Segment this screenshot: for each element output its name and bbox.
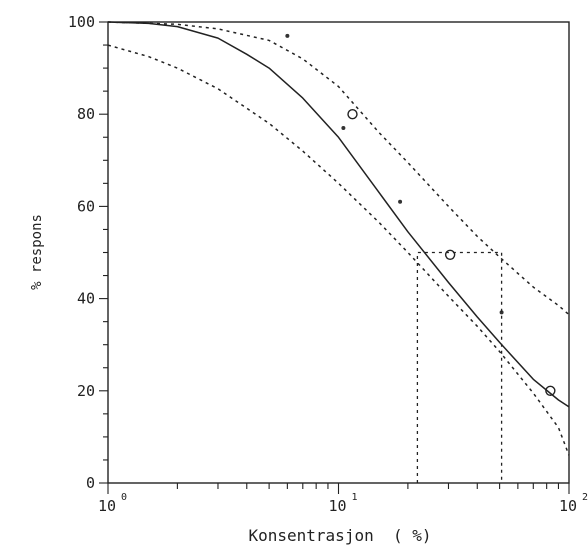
y-tick-label: 40 [77,290,95,308]
x-tick-label-base: 10 [559,497,577,515]
confidence-bound-line [107,21,570,316]
y-ticks: 0 20 40 60 80 100 [68,13,108,492]
y-tick-label: 80 [77,105,95,123]
y-tick-label: 60 [77,197,95,215]
fitted-point-circle [444,249,456,261]
y-tick-label: 100 [68,13,95,31]
confidence-bound-line [107,44,570,456]
observed-point-dot [499,310,504,315]
x-tick-label-base: 10 [98,497,116,515]
x-tick-label-exponent: 1 [352,492,358,503]
x-tick-label-base: 10 [328,497,346,515]
plot-frame [107,21,570,484]
y-tick-label: 0 [86,474,95,492]
observed-point-dot [398,199,403,204]
ec50-reference-line [416,251,503,483]
fitted-point-circle [545,385,556,396]
y-axis-label: % respons [29,214,45,290]
observed-point-dot [341,126,346,131]
x-tick-label-exponent: 0 [121,492,127,503]
y-tick-label: 20 [77,382,95,400]
x-axis-label: Konsentrasjon ( %) [248,526,431,545]
observed-point-dot [285,33,290,38]
x-ticks: 10 0 10 1 10 2 [98,483,588,515]
fitted-curve-line [107,21,570,408]
series-layer [107,21,570,483]
fitted-point-circle [347,108,358,120]
x-tick-label-exponent: 2 [582,492,588,503]
